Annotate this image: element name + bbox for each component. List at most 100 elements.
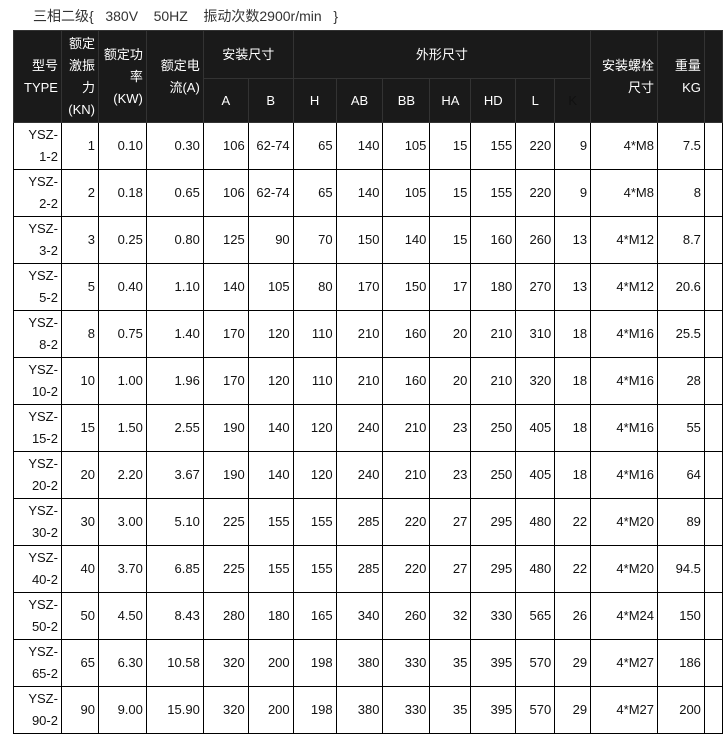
table-cell: 18 (554, 451, 592, 499)
table-cell: 285 (335, 498, 384, 546)
table-cell: 480 (515, 498, 556, 546)
table-cell: 105 (382, 122, 431, 170)
table-cell: 4*M16 (590, 357, 658, 405)
table-row: YSZ-40-2 40 3.70 6.85 225 155 155 285 220 27 295 48… (13, 545, 723, 593)
header-current: 额定电流(A) (145, 30, 204, 123)
table-cell: 140 (247, 451, 294, 499)
table-cell: 65 (292, 169, 337, 217)
table-cell: 380 (335, 639, 384, 687)
table-cell: 330 (382, 639, 431, 687)
table-cell: 40 (60, 545, 99, 593)
table-cell: 1.00 (97, 357, 147, 405)
table-cell: 20 (60, 451, 99, 499)
table-cell: 210 (470, 357, 517, 405)
table-cell: 120 (247, 357, 294, 405)
table-cell: 18 (554, 404, 592, 452)
table-cell: 106 (202, 169, 249, 217)
table-row: YSZ-30-2 30 3.00 5.10 225 155 155 285 220 27 295 48… (13, 498, 723, 546)
table-cell: 32 (429, 592, 472, 640)
table-cell: 140 (202, 263, 249, 311)
header-ha: HA (429, 78, 472, 123)
table-cell: 27 (429, 545, 472, 593)
table-row: YSZ-3-2 3 0.25 0.80 125 90 70 150 140 15 160 260 13 4… (13, 216, 723, 264)
table-cell: 210 (470, 310, 517, 358)
table-cell: 4*M16 (590, 310, 658, 358)
table-cell: 240 (335, 451, 384, 499)
table-cell: 4.50 (97, 592, 147, 640)
table-cell: 50 (60, 592, 99, 640)
table-cell: 160 (382, 310, 431, 358)
table-cell: 200 (657, 686, 705, 734)
table-row: YSZ-5-2 5 0.40 1.10 140 105 80 170 150 17 180 270 13… (13, 263, 723, 311)
table-cell: 15 (429, 122, 472, 170)
table-cell: 4*M20 (590, 498, 658, 546)
table-cell: 22 (554, 498, 592, 546)
table-cell: 220 (382, 498, 431, 546)
table-cell: YSZ-10-2 (13, 357, 62, 405)
table-cell-extra (703, 451, 723, 499)
table-cell: 155 (292, 498, 337, 546)
table-cell: 180 (247, 592, 294, 640)
table-cell: 150 (335, 216, 384, 264)
table-cell: 120 (292, 451, 337, 499)
table-cell: 170 (202, 310, 249, 358)
table-row: YSZ-1-2 1 0.10 0.30 106 62-74 65 140 105 15 155 220… (13, 122, 723, 170)
table-cell: 8.7 (657, 216, 705, 264)
table-cell: 105 (382, 169, 431, 217)
table-cell: 155 (247, 545, 294, 593)
table-cell: 200 (247, 686, 294, 734)
table-cell: 1.96 (145, 357, 204, 405)
table-cell-extra (703, 686, 723, 734)
header-force: 额定激振力(KN) (60, 30, 99, 123)
table-cell-extra (703, 310, 723, 358)
table-cell: 17 (429, 263, 472, 311)
table-cell: 0.65 (145, 169, 204, 217)
table-cell: 155 (470, 169, 517, 217)
table-cell: 330 (382, 686, 431, 734)
table-cell: 250 (470, 451, 517, 499)
table-cell: 198 (292, 686, 337, 734)
table-cell: 225 (202, 498, 249, 546)
table-cell: 1.10 (145, 263, 204, 311)
table-cell-extra (703, 498, 723, 546)
table-cell: 6.85 (145, 545, 204, 593)
table-cell-extra (703, 263, 723, 311)
table-cell: 10.58 (145, 639, 204, 687)
header-extra (703, 30, 723, 123)
table-cell: 180 (470, 263, 517, 311)
table-cell: 190 (202, 451, 249, 499)
table-cell: 4*M27 (590, 639, 658, 687)
table-row: YSZ-50-2 50 4.50 8.43 280 180 165 340 260 32 330 56… (13, 592, 723, 640)
table-cell: 9 (554, 169, 592, 217)
table-cell: 170 (335, 263, 384, 311)
table-cell: 29 (554, 639, 592, 687)
table-cell: 13 (554, 216, 592, 264)
table-cell: 18 (554, 310, 592, 358)
table-row: YSZ-10-2 10 1.00 1.96 170 120 110 210 160 20 210 32… (13, 357, 723, 405)
table-cell: YSZ-50-2 (13, 592, 62, 640)
table-cell: 0.75 (97, 310, 147, 358)
table-cell: 26 (554, 592, 592, 640)
table-cell: 198 (292, 639, 337, 687)
table-cell: 4*M12 (590, 216, 658, 264)
table-cell: 285 (335, 545, 384, 593)
table-cell: 310 (515, 310, 556, 358)
table-cell: 29 (554, 686, 592, 734)
table-cell: 340 (335, 592, 384, 640)
table-cell: YSZ-1-2 (13, 122, 62, 170)
header-k: K (554, 78, 592, 123)
table-cell: 5 (60, 263, 99, 311)
table-cell: 8 (60, 310, 99, 358)
table-cell: 6.30 (97, 639, 147, 687)
table-cell-extra (703, 169, 723, 217)
table-cell: 150 (657, 592, 705, 640)
table-cell: 80 (292, 263, 337, 311)
table-cell-extra (703, 216, 723, 264)
table-cell: 2.55 (145, 404, 204, 452)
table-cell: 23 (429, 404, 472, 452)
table-cell: 4*M12 (590, 263, 658, 311)
table-cell: 330 (470, 592, 517, 640)
table-cell: 320 (202, 686, 249, 734)
table-cell: 9 (554, 122, 592, 170)
table-cell: 110 (292, 310, 337, 358)
